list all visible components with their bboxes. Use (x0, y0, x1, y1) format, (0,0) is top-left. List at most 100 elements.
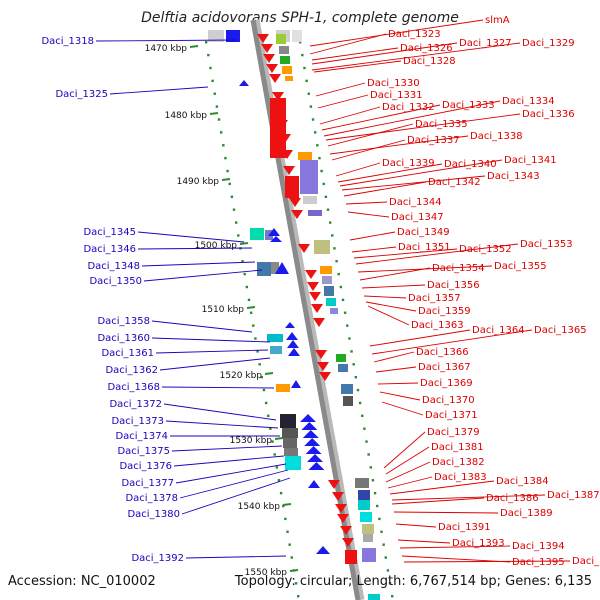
gene-feature-box (358, 490, 370, 500)
reverse-gene-label: Daci_1343 (487, 171, 540, 182)
gene-feature-box (276, 384, 290, 392)
outer-guide-dot (331, 234, 334, 237)
outer-guide-dot (328, 221, 332, 224)
outer-guide-dot (382, 543, 385, 546)
reverse-gene-label: Daci_1363 (411, 320, 464, 331)
reverse-gene-arrow (283, 166, 295, 175)
forward-gene-arrow (286, 332, 298, 340)
forward-gene-arrow (300, 414, 316, 422)
reverse-gene-label: Daci_1389 (500, 508, 553, 519)
outer-guide-dot (307, 92, 310, 95)
reverse-gene-label: Daci_1340 (444, 159, 497, 170)
forward-leader-line (95, 39, 237, 42)
reverse-gene-label: Daci_1352 (459, 244, 512, 255)
reverse-gene-label: Daci_1394 (512, 541, 565, 552)
gene-feature-box (322, 276, 332, 284)
forward-gene-arrow (305, 446, 322, 454)
outer-guide-dot (335, 260, 338, 263)
outer-guide-dot (337, 272, 340, 276)
reverse-leader-line (391, 494, 546, 501)
reverse-gene-arrow (342, 538, 354, 547)
reverse-gene-label: Daci_1396 (572, 556, 600, 567)
reverse-gene-arrow (328, 480, 340, 489)
reverse-leader-line (393, 511, 499, 514)
reverse-gene-arrow (305, 270, 317, 279)
reverse-gene-label: Daci_1393 (452, 538, 505, 549)
reverse-leader-line (335, 162, 381, 177)
reverse-gene-label: Daci_1336 (522, 109, 575, 120)
inner-guide-dot (247, 298, 251, 302)
reverse-gene-label: Daci_1369 (420, 378, 473, 389)
inner-guide-dot (207, 53, 210, 57)
forward-leader-line (155, 349, 269, 354)
inner-guide-dot (282, 504, 285, 508)
inner-guide-dot (211, 79, 214, 83)
forward-gene-arrow (316, 546, 330, 554)
outer-guide-dot (386, 569, 390, 572)
reverse-gene-arrow (257, 34, 269, 43)
reverse-gene-label: Daci_1342 (428, 177, 481, 188)
outer-guide-dot (354, 375, 358, 379)
reverse-leader-line (331, 139, 406, 161)
gene-feature-box (250, 228, 264, 240)
inner-guide-dot (258, 363, 261, 366)
reverse-leader-line (363, 295, 407, 299)
reverse-gene-arrow (272, 92, 284, 101)
forward-gene-label: Daci_1325 (55, 89, 108, 100)
reverse-leader-line (309, 33, 387, 55)
reverse-gene-label: Daci_1338 (470, 131, 523, 142)
outer-guide-dot (322, 182, 325, 186)
reverse-leader-line (369, 329, 471, 347)
inner-guide-dot (262, 388, 266, 392)
reverse-gene-label: Daci_1364 (472, 325, 525, 336)
reverse-gene-label: Daci_1335 (415, 119, 468, 130)
reverse-leader-line (385, 461, 431, 483)
outer-guide-dot (356, 388, 360, 392)
forward-gene-arrow (268, 228, 280, 236)
reverse-leader-line (377, 382, 419, 385)
reverse-leader-line (391, 497, 485, 505)
inner-guide-dot (290, 556, 293, 559)
inner-guide-dot (273, 453, 276, 456)
forward-leader-line (137, 247, 253, 250)
gene-feature-box (338, 364, 348, 372)
reverse-leader-line (389, 480, 495, 495)
gene-feature-box (283, 438, 297, 448)
forward-gene-label: Daci_1348 (87, 261, 140, 272)
forward-leader-line (141, 261, 256, 267)
reverse-leader-line (319, 106, 381, 125)
gene-feature-box (280, 414, 296, 428)
scale-tick-label: 1500 kbp (195, 241, 238, 251)
forward-gene-label: Daci_1373 (111, 416, 164, 427)
gene-feature-box (276, 34, 286, 44)
reverse-leader-line (313, 60, 402, 73)
reverse-gene-label: Daci_1334 (502, 96, 555, 107)
scale-tick-mark (189, 45, 199, 48)
outer-guide-dot (303, 66, 306, 70)
forward-gene-label: Daci_1362 (105, 365, 158, 376)
outer-guide-dot (326, 208, 330, 211)
reverse-leader-line (385, 446, 430, 475)
forward-leader-line (165, 420, 279, 429)
reverse-gene-label: Daci_1387 (547, 490, 600, 501)
reverse-gene-label: Daci_1326 (400, 43, 453, 54)
reverse-gene-label: Daci_1344 (389, 197, 442, 208)
outer-guide-dot (341, 298, 345, 302)
forward-gene-arrow (308, 480, 320, 488)
scale-tick-label: 1490 kbp (177, 177, 220, 187)
reverse-leader-line (309, 19, 484, 47)
scale-tick-label: 1510 kbp (202, 305, 245, 315)
outer-guide-dot (365, 440, 368, 443)
reverse-leader-line (401, 555, 511, 563)
forward-leader-line (161, 386, 275, 389)
inner-guide-dot (267, 414, 270, 418)
forward-gene-arrow (275, 262, 289, 274)
inner-guide-dot (249, 311, 253, 314)
backbone-line (250, 19, 361, 600)
gene-feature-box (285, 456, 301, 470)
gene-feature-box (308, 210, 322, 216)
inner-guide-dot (209, 66, 212, 70)
scale-tick-mark (221, 178, 231, 181)
outer-guide-dot (305, 79, 308, 83)
